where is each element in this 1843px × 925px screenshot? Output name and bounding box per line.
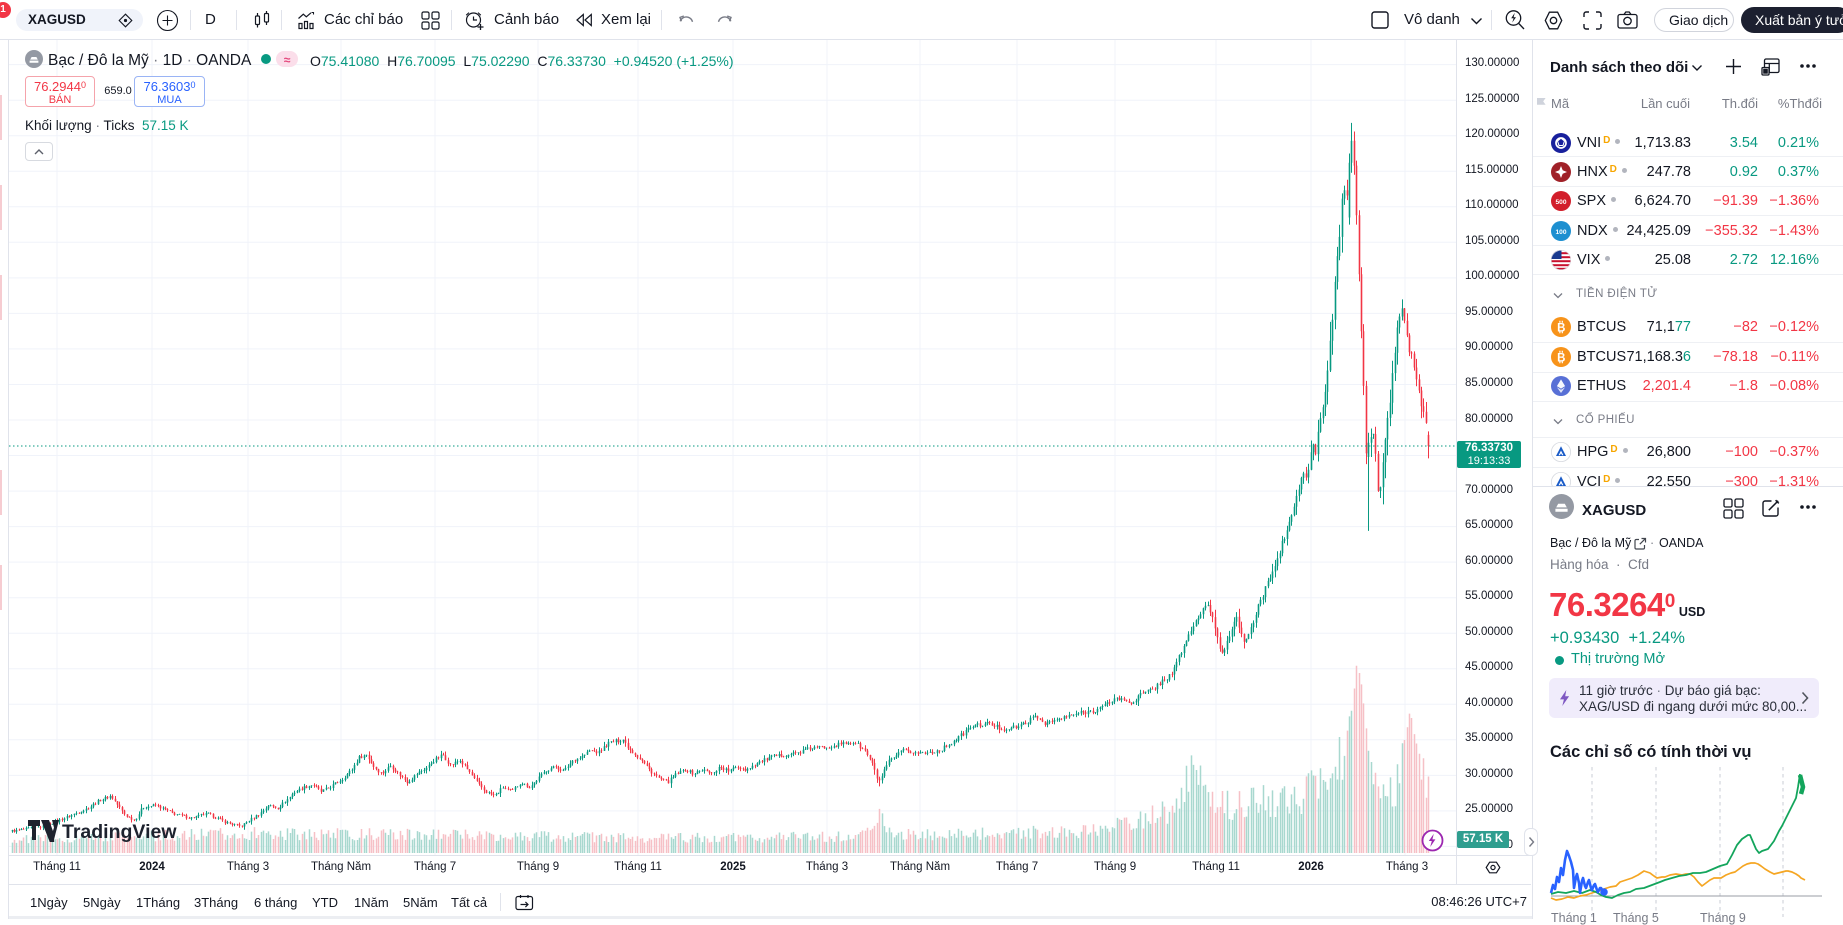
- svg-text:TradingView: TradingView: [62, 821, 177, 843]
- svg-text:B: B: [1557, 322, 1565, 334]
- svg-text:B: B: [1557, 352, 1565, 364]
- svg-text:100: 100: [1555, 229, 1566, 236]
- svg-text:500: 500: [1555, 199, 1566, 206]
